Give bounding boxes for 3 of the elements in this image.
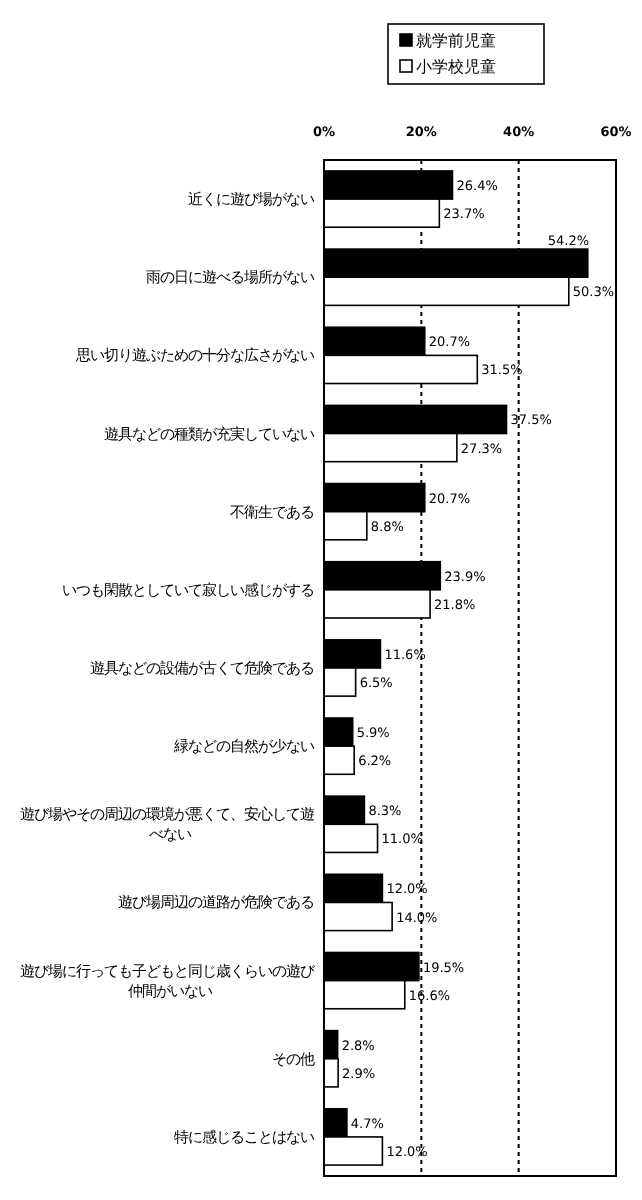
legend-label: 小学校児童 <box>416 58 496 76</box>
legend: 就学前児童 小学校児童 <box>387 23 545 85</box>
legend-label: 就学前児童 <box>416 32 496 50</box>
